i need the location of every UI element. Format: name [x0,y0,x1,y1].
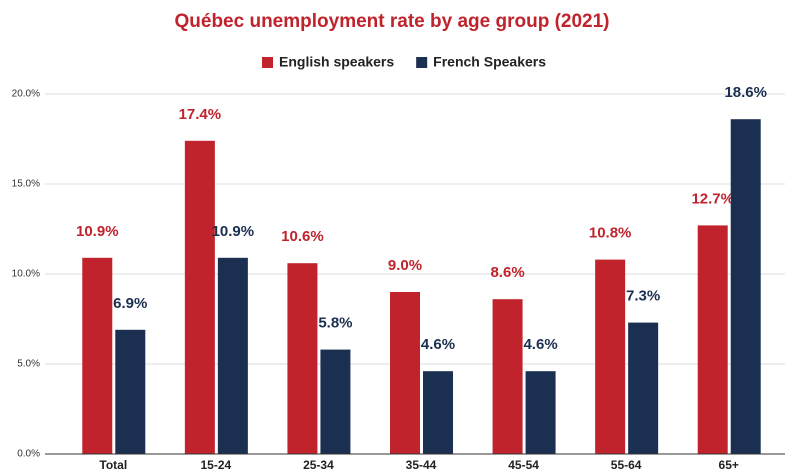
bar [423,371,453,454]
bar [184,140,215,455]
y-tick-label: 0.0% [17,449,40,460]
chart-title: Québec unemployment rate by age group (2… [175,11,610,32]
bar [628,322,659,454]
x-tick-label: 55-64 [611,458,642,472]
bar [697,225,728,454]
data-label: 10.9% [76,223,119,240]
data-label: 18.6% [724,84,767,101]
data-label: 5.8% [318,315,352,332]
legend-swatch [416,57,428,68]
legend-swatch [262,57,273,68]
bar [217,257,248,454]
data-label: 10.8% [589,225,632,242]
data-label: 8.6% [490,264,524,281]
y-tick-label: 10.0% [12,269,40,280]
bar [595,259,626,454]
y-tick-label: 15.0% [12,179,40,190]
bar [287,263,318,454]
data-label: 7.3% [626,288,660,305]
data-label: 4.6% [523,336,557,353]
bar [730,119,761,454]
legend-label: French Speakers [433,54,546,70]
bar [115,329,146,454]
data-label: 10.6% [281,228,324,245]
data-label: 10.9% [212,223,255,240]
data-label: 9.0% [388,257,422,274]
data-label: 6.9% [113,295,147,312]
x-tick-label: Total [99,458,127,472]
bar [82,257,113,454]
x-tick-label: 25-34 [303,458,334,472]
data-label: 4.6% [421,336,455,353]
data-label: 12.7% [691,190,734,207]
y-tick-label: 5.0% [17,359,40,370]
x-tick-label: 35-44 [406,458,437,472]
bar [525,371,556,454]
y-tick-label: 20.0% [12,89,40,100]
bar [320,349,351,454]
x-tick-label: 45-54 [508,458,539,472]
data-label: 17.4% [179,106,222,123]
legend-label: English speakers [279,54,394,70]
x-tick-label: 65+ [719,458,739,472]
bar [492,299,523,454]
bar [390,292,420,454]
x-tick-label: 15-24 [201,458,232,472]
